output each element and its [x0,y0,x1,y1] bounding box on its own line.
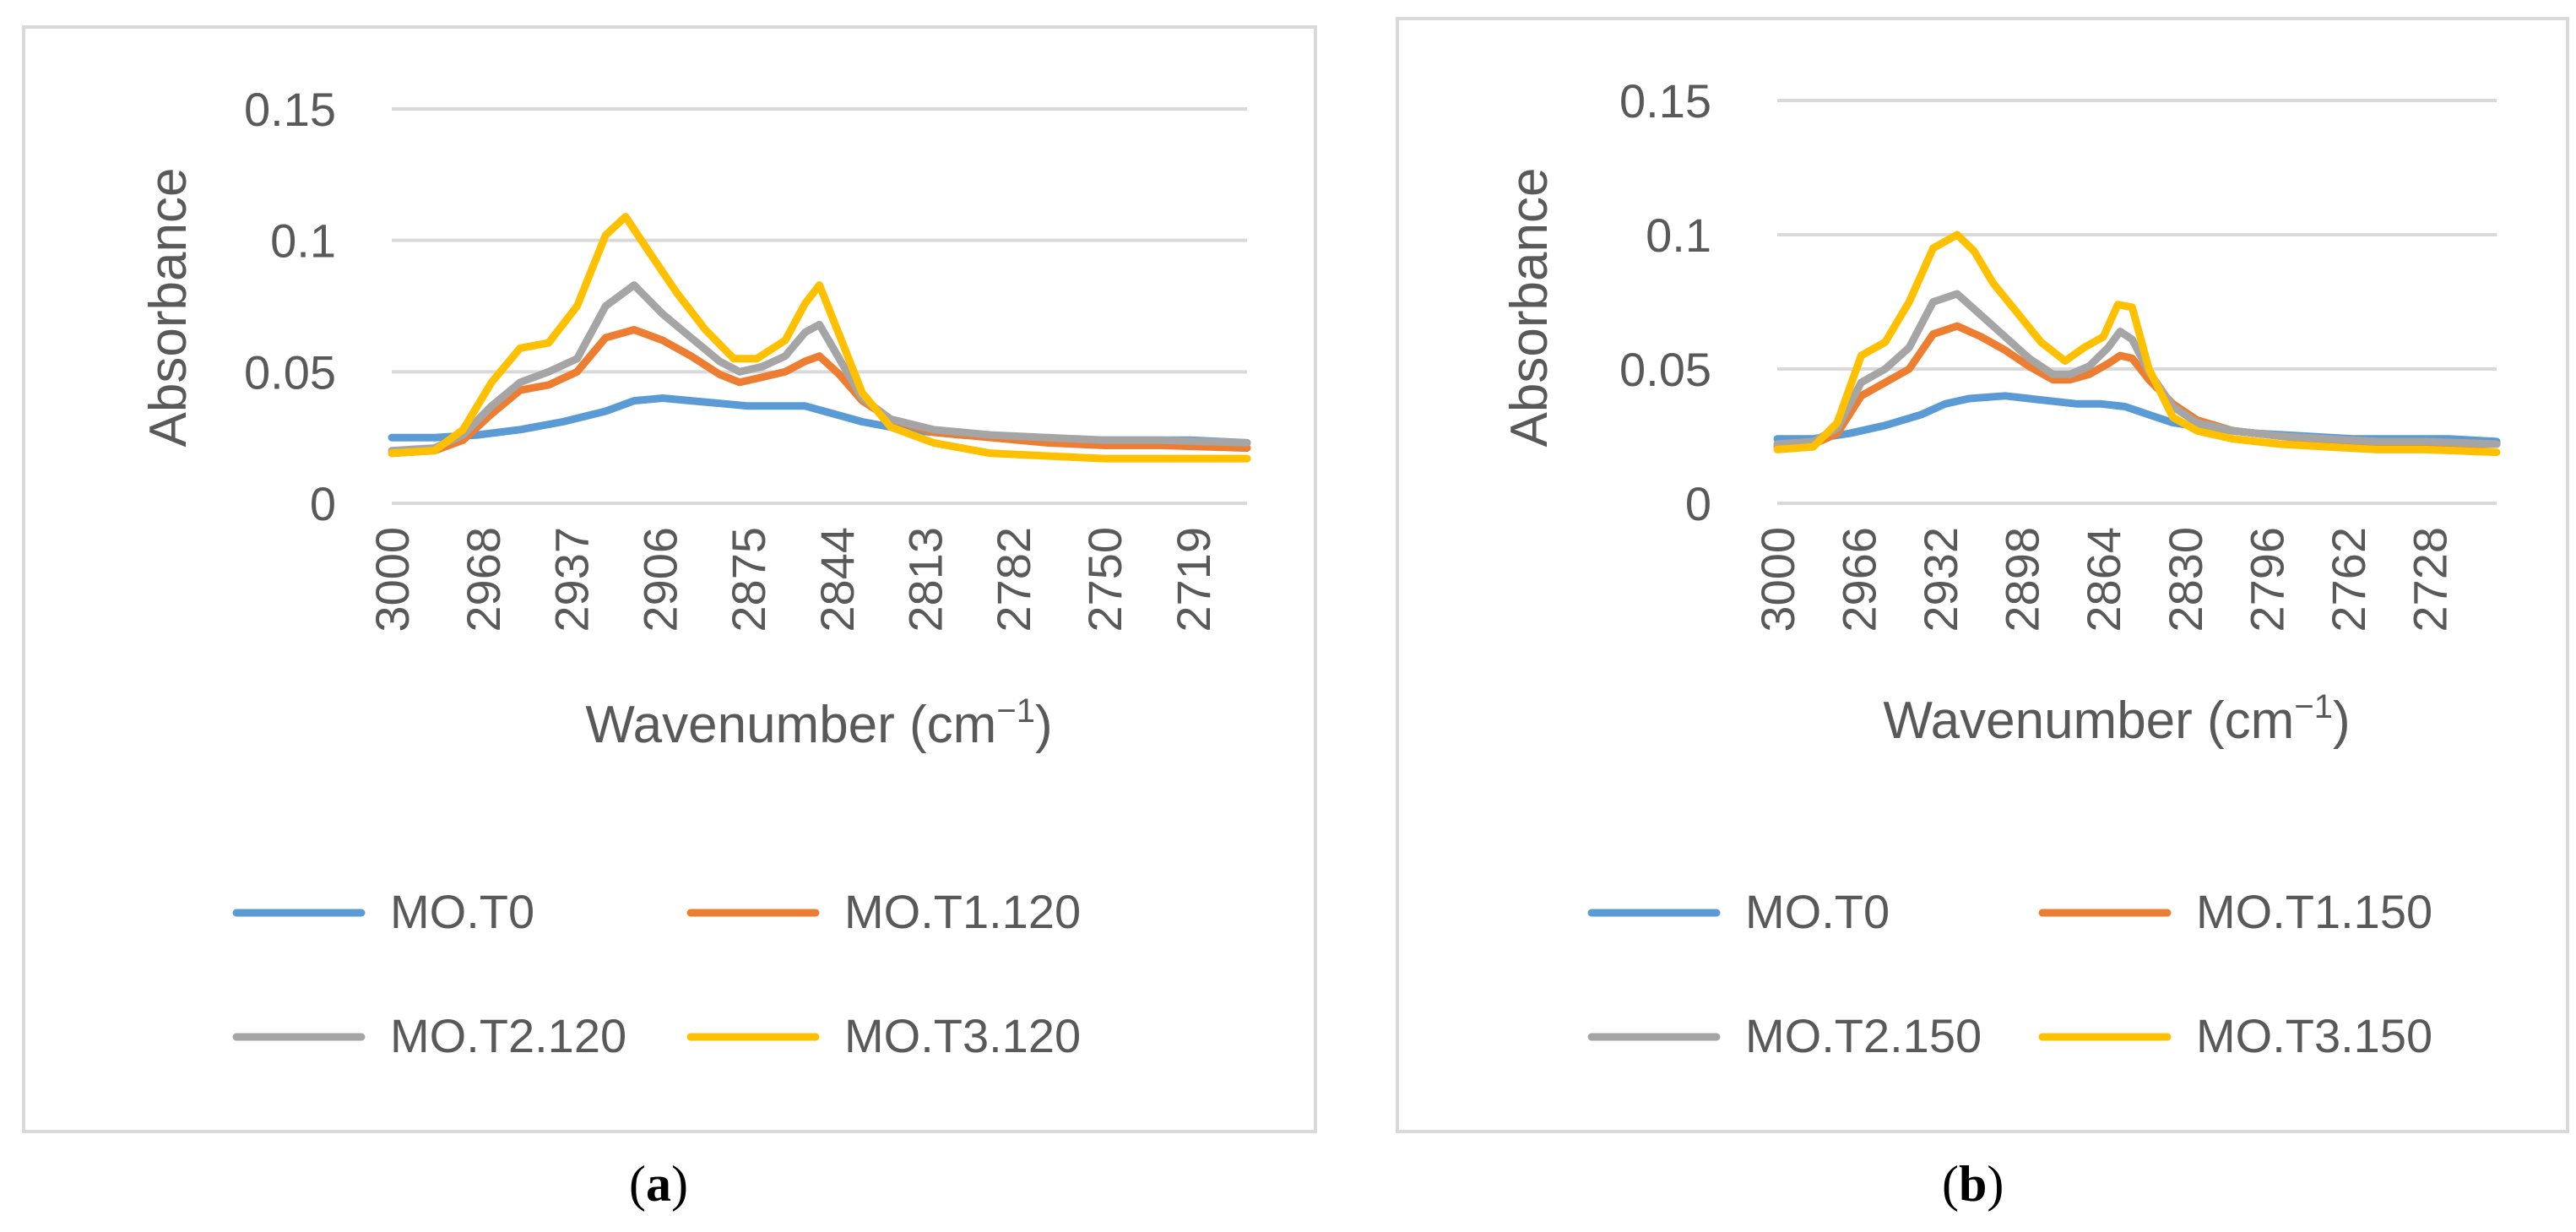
x-tick-label: 2968 [457,527,510,632]
x-axis-title-main: Wavenumber (cm [1883,692,2294,750]
x-tick-label: 2750 [1078,527,1131,632]
x-tick-label: 2875 [722,527,775,632]
x-tick-label: 2932 [1914,527,1967,632]
legend-label: MO.T3.120 [844,1009,1081,1062]
x-axis-title: Wavenumber (cm−1) [1883,688,2350,750]
x-tick-label: 2782 [987,527,1040,632]
x-tick-label: 2864 [2077,527,2130,632]
y-tick-label: 0.05 [244,345,336,399]
x-tick-label: 3000 [366,527,419,632]
y-tick-label: 0.15 [244,83,336,136]
x-tick-label: 2830 [2159,527,2212,632]
x-axis-title-main: Wavenumber (cm [585,696,996,754]
chart-panel-b: 0 0.05 0.1 0.15 3000 2966 2932 2898 2864 2830 2796… [1396,17,2569,1133]
legend-label: MO.T1.150 [2196,885,2432,938]
x-tick-label: 2937 [545,527,599,632]
caption-a: (a) [629,1156,688,1212]
chart-svg-b: 0 0.05 0.1 0.15 3000 2966 2932 2898 2864 2830 2796… [1500,74,2501,1062]
series-line-MO.T2.120 [388,281,1251,455]
x-axis-title-close: ) [2333,692,2351,750]
y-tick-label: 0.1 [270,214,336,268]
x-axis-title: Wavenumber (cm−1) [585,692,1052,754]
series-line-MO.T3.150 [1773,231,2501,457]
y-tick-label: 0.1 [1646,209,1711,262]
x-tick-label: 2844 [811,527,864,632]
legend-label: MO.T2.120 [390,1009,626,1062]
legend-label: MO.T0 [390,885,534,938]
x-axis-title-sup: −1 [996,692,1035,730]
x-tick-label: 2813 [898,527,952,632]
series-line-MO.T0 [388,394,1251,447]
chart-panel-a: 0 0.05 0.1 0.15 3000 2968 2937 2906 2875 2844 2813… [22,25,1317,1133]
y-tick-label: 0.05 [1619,343,1711,396]
x-tick-label: 2762 [2322,527,2375,632]
x-axis-title-sup: −1 [2294,688,2333,725]
legend-label: MO.T2.150 [1745,1009,1982,1062]
y-axis-title: Absorbance [139,168,198,448]
y-tick-label: 0 [310,477,336,530]
x-tick-label: 2719 [1167,527,1220,632]
series-line-MO.T3.120 [388,213,1251,463]
x-tick-label: 2966 [1833,527,1886,632]
legend-label: MO.T0 [1745,885,1890,938]
y-tick-label: 0.15 [1619,74,1711,128]
series-line-MO.T2.150 [1773,290,2501,448]
y-axis-title: Absorbance [1500,168,1559,448]
x-axis-title-close: ) [1035,696,1053,754]
x-tick-label: 3000 [1751,527,1804,632]
x-tick-label: 2898 [1996,527,2049,632]
x-tick-label: 2796 [2240,527,2293,632]
x-tick-label: 2906 [633,527,686,632]
legend-label: MO.T3.150 [2196,1009,2432,1062]
chart-svg-a: 0 0.05 0.1 0.15 3000 2968 2937 2906 2875 2844 2813… [139,83,1251,1062]
series-line-MO.T0 [1773,392,2501,446]
caption-b: (b) [1942,1156,2004,1212]
y-tick-label: 0 [1685,477,1711,530]
x-tick-label: 2728 [2403,527,2456,632]
legend-label: MO.T1.120 [844,885,1081,938]
